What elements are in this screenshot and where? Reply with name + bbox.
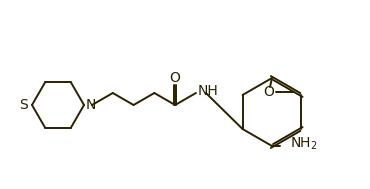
Text: N: N xyxy=(86,98,96,112)
Text: NH$_2$: NH$_2$ xyxy=(290,136,318,152)
Text: NH: NH xyxy=(198,84,218,98)
Text: S: S xyxy=(18,98,27,112)
Text: O: O xyxy=(170,71,181,85)
Text: O: O xyxy=(263,85,275,99)
